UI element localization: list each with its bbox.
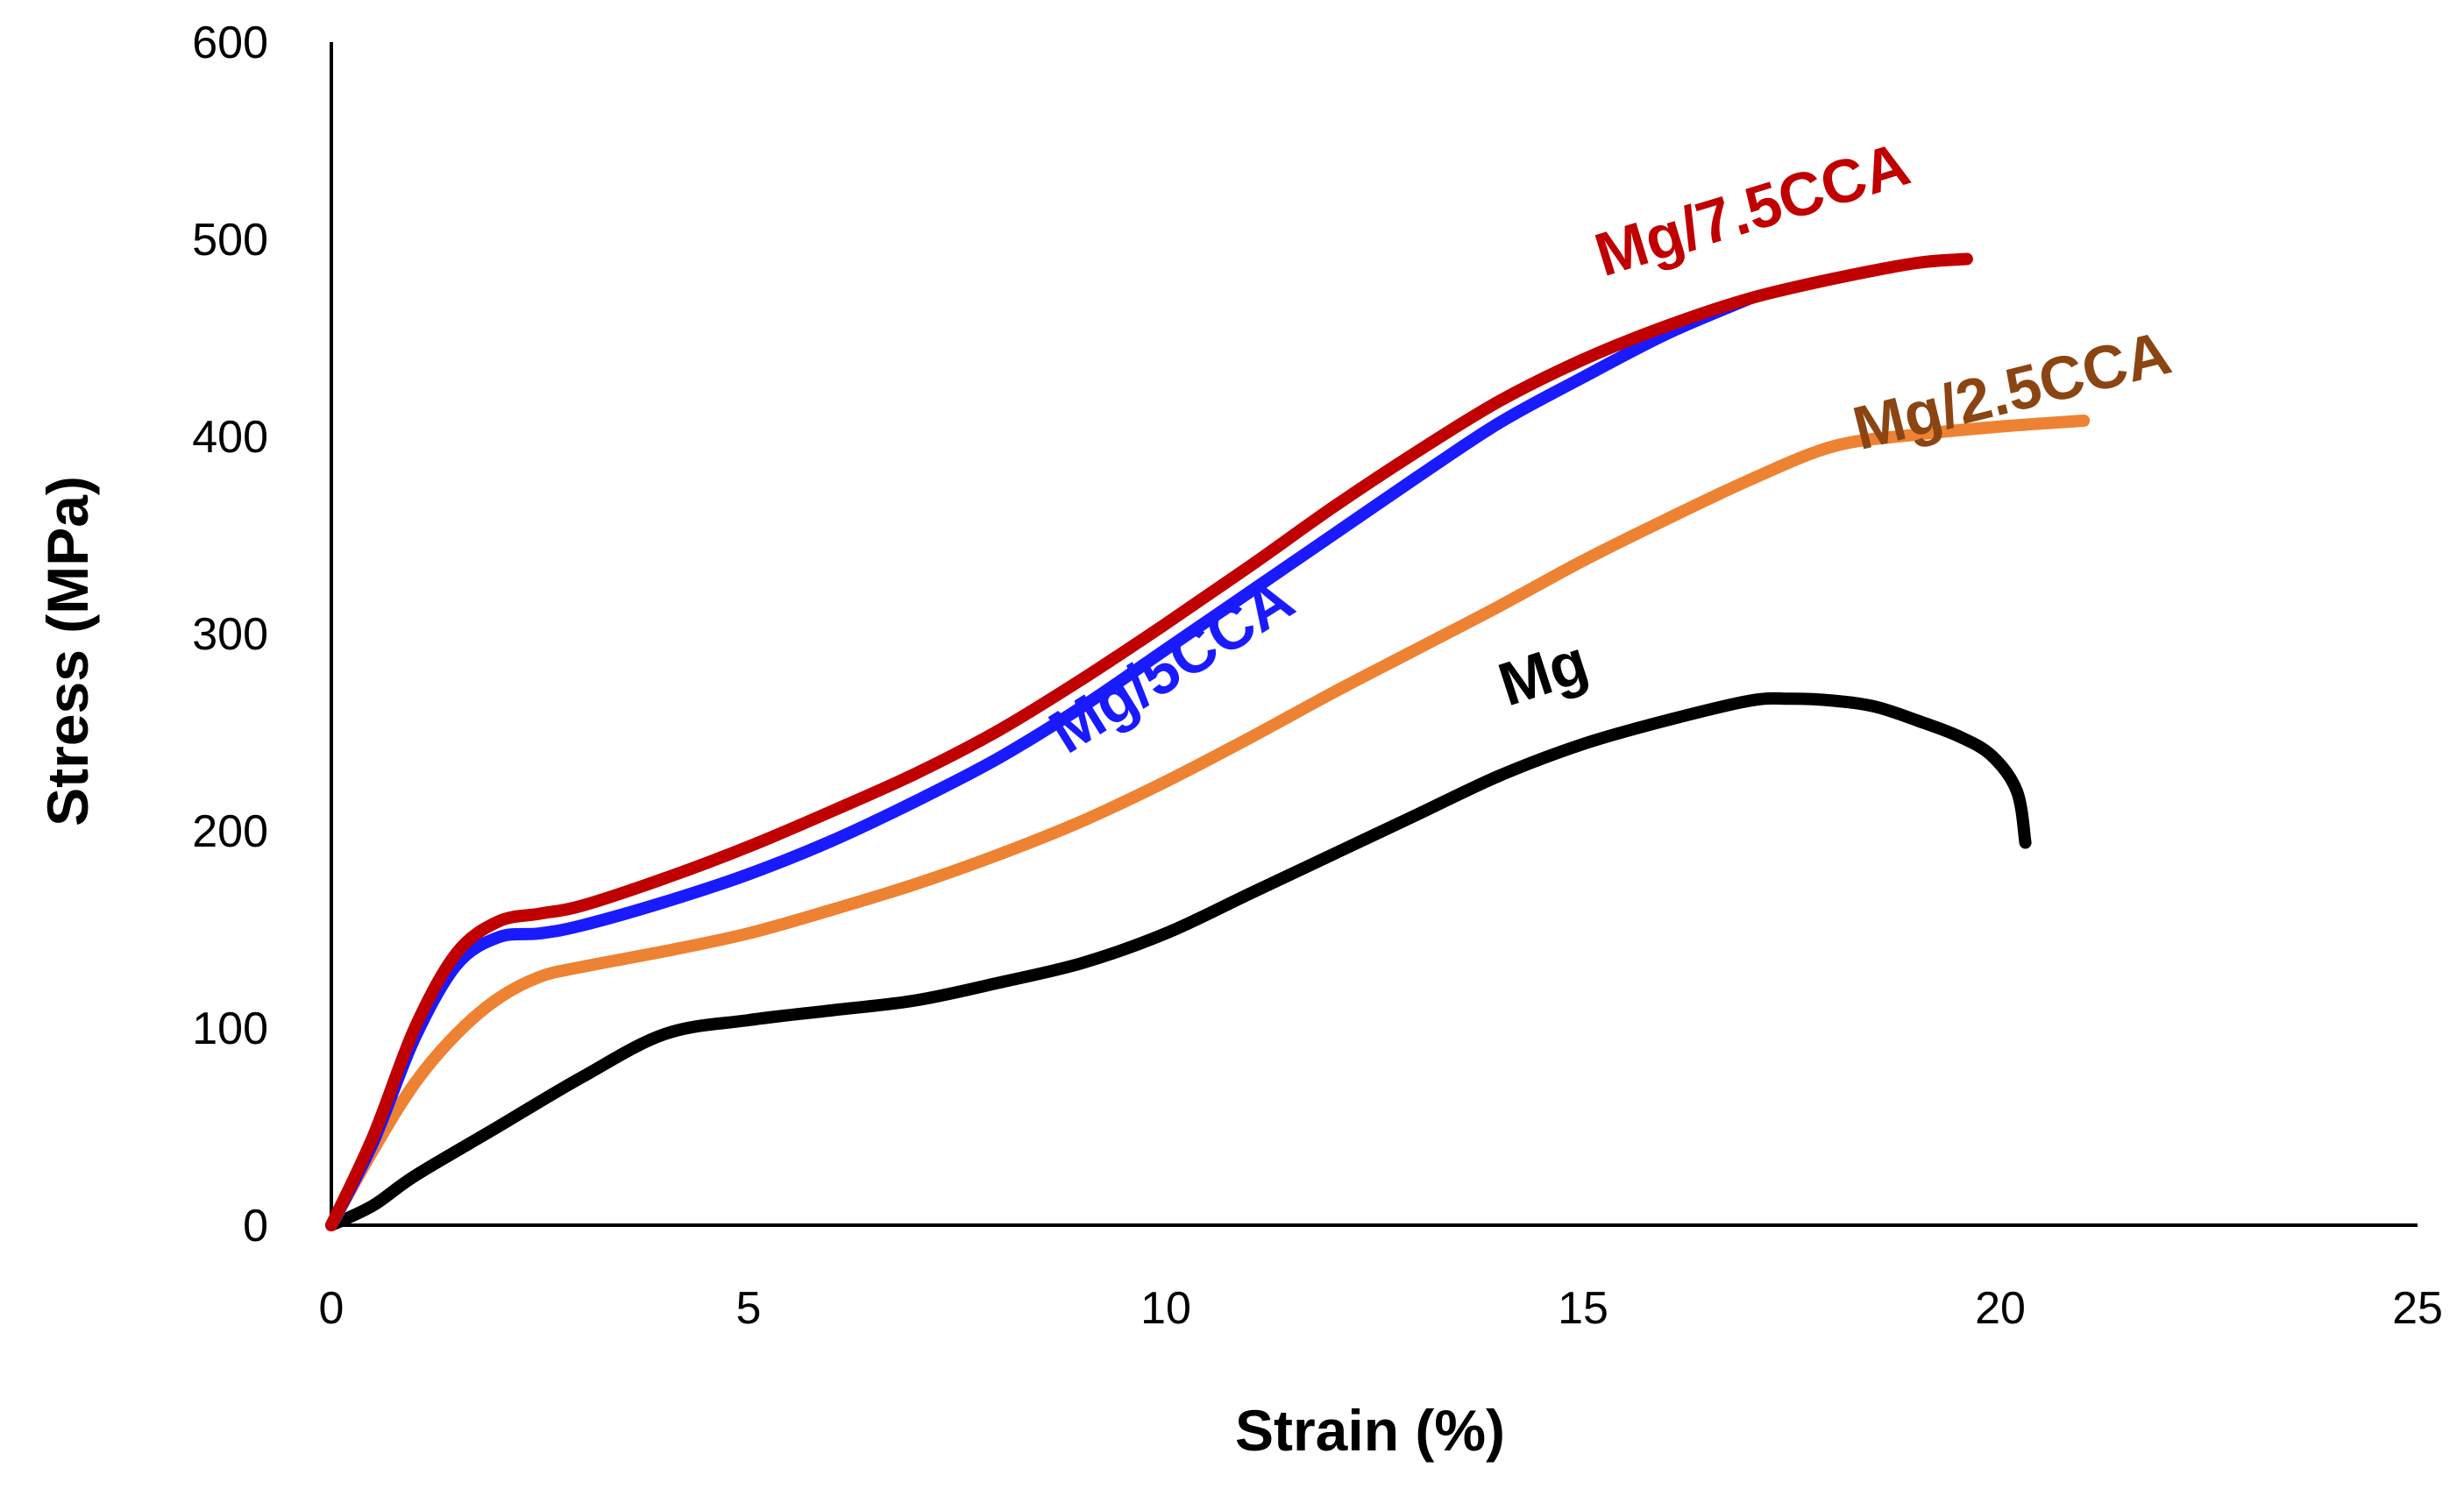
series-line-mg-2-5cca: [325, 415, 2091, 1231]
y-tick-label: 500: [192, 215, 268, 266]
tick-labels: 0 5 10 15 20 25 0 100 200 300 400 500 600: [192, 18, 2443, 1334]
series-line-mg: [325, 691, 2032, 1231]
series-line-mg-5cca: [325, 292, 1757, 1231]
series-line-mg-7-5cca: [325, 252, 1973, 1231]
x-axis-title: Strain (%): [1235, 1398, 1505, 1463]
y-tick-label: 0: [243, 1201, 268, 1251]
y-axis-title: Stress (MPa): [35, 476, 100, 826]
x-tick-label: 20: [1975, 1283, 2026, 1334]
series-label-mg-2-5cca: Mg/2.5CCA: [1847, 318, 2177, 463]
x-tick-label: 5: [736, 1283, 762, 1334]
y-tick-label: 400: [192, 412, 268, 463]
y-tick-label: 200: [192, 806, 268, 857]
x-tick-label: 0: [319, 1283, 344, 1334]
series-lines: [325, 252, 2091, 1231]
x-tick-label: 25: [2392, 1283, 2443, 1334]
x-tick-label: 10: [1140, 1283, 1191, 1334]
y-tick-label: 600: [192, 18, 268, 68]
x-tick-label: 15: [1558, 1283, 1608, 1334]
y-tick-label: 300: [192, 609, 268, 660]
series-label-mg: Mg: [1490, 627, 1595, 719]
y-tick-label: 100: [192, 1003, 268, 1054]
axes: [330, 42, 2418, 1227]
series-label-mg-7-5cca: Mg/7.5CCA: [1587, 129, 1917, 289]
